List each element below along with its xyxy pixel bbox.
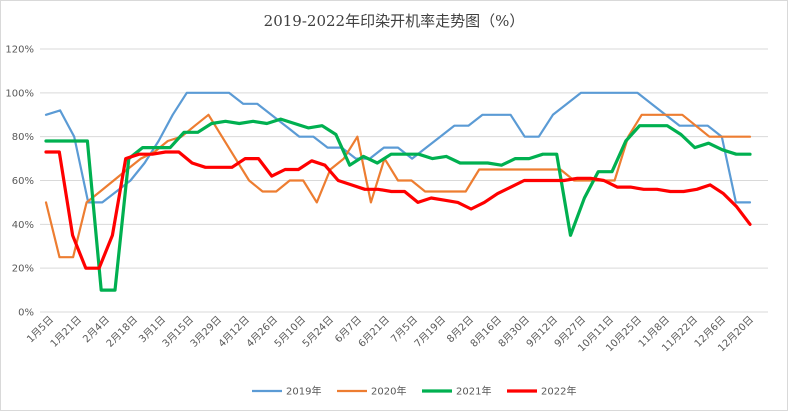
series-line-1: [44, 91, 752, 204]
x-tick-label: 6月21日: [356, 314, 392, 350]
series-line-2: [44, 113, 752, 259]
x-tick-label: 7月19日: [412, 314, 448, 350]
legend-label-2: 2020年: [371, 385, 406, 398]
legend-label-4: 2022年: [541, 385, 576, 398]
y-tick-label: 100%: [5, 88, 34, 99]
x-tick-label: 5月24日: [300, 314, 336, 350]
legend-label-1: 2019年: [286, 385, 321, 398]
series-line-3: [44, 117, 752, 292]
y-tick-label: 80%: [12, 132, 34, 143]
legend-label-3: 2021年: [456, 385, 491, 398]
chart-title: 2019-2022年印染开机率走势图（%）: [263, 12, 525, 30]
x-tick-label: 1月21日: [48, 314, 84, 350]
y-tick-label: 60%: [12, 176, 34, 187]
y-tick-label: 120%: [5, 45, 34, 56]
y-tick-label: 0%: [18, 308, 34, 319]
y-tick-label: 20%: [12, 264, 34, 275]
series-line-4: [44, 150, 752, 270]
y-tick-label: 40%: [12, 220, 34, 231]
x-tick-label: 2月18日: [104, 314, 140, 350]
